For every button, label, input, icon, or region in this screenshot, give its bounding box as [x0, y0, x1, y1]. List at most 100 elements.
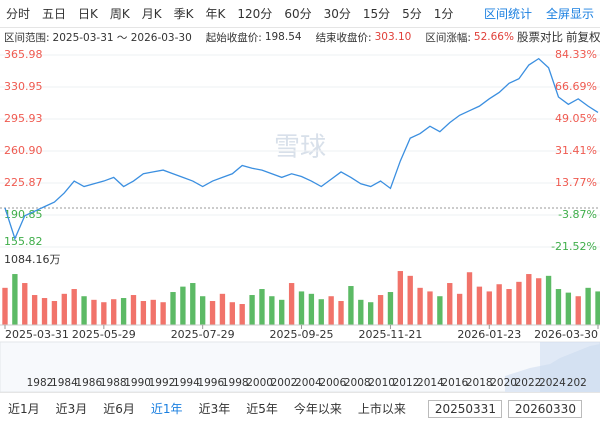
value: 52.66% — [473, 31, 514, 43]
navigator-year: 2008 — [344, 377, 371, 389]
period-button[interactable]: 今年以来 — [293, 402, 342, 416]
value: 198.54 — [264, 31, 302, 43]
volume-bar — [526, 274, 532, 325]
volume-bar — [12, 274, 18, 325]
x-tick-label: 2025-11-21 — [358, 328, 422, 341]
date-input[interactable]: 20250331 — [427, 399, 502, 418]
tab[interactable]: 5分 — [402, 7, 422, 21]
x-tick-label: 2025-05-29 — [72, 328, 136, 341]
tab[interactable]: 30分 — [323, 7, 351, 21]
y2-tick-label: 66.69% — [555, 80, 597, 93]
navigator — [0, 341, 600, 392]
volume-bar — [377, 295, 384, 325]
navigator-year: 1990 — [124, 377, 151, 389]
volume-bar — [120, 298, 127, 325]
period-button[interactable]: 近1月 — [8, 402, 40, 416]
volume-bar — [585, 287, 591, 325]
volume-bar — [190, 283, 196, 325]
watermark: 雪球 — [274, 133, 326, 163]
period-button[interactable]: 近5年 — [246, 402, 278, 416]
tab[interactable]: 120分 — [237, 7, 273, 21]
volume-bar — [51, 301, 58, 325]
navigator-year: 2002 — [271, 377, 298, 389]
volume-bar — [41, 298, 48, 325]
volume-bar — [575, 296, 581, 325]
navigator-year: 2020 — [490, 377, 517, 389]
volume-bar — [61, 293, 67, 325]
period-button[interactable]: 近1年 — [150, 402, 183, 416]
y2-tick-label: 13.77% — [555, 176, 597, 189]
period-button[interactable]: 近3月 — [55, 402, 88, 416]
price-line — [4, 57, 599, 241]
y2-tick-label: 49.05% — [555, 112, 597, 125]
label: 区间范围: — [4, 31, 50, 44]
adjust[interactable]: 前复权 — [565, 30, 600, 44]
volume-bar — [2, 287, 8, 325]
tab[interactable]: 日K — [78, 7, 98, 21]
navigator-year: 2014 — [417, 377, 444, 389]
tab-bar: 分时 五日 日K 周K 月K 季K 年K 120分 60分 30分 15分 5分 1分 区间统计 全屏显示 — [0, 0, 600, 28]
volume-bar — [318, 299, 324, 325]
x-tick-label: 2026-01-23 — [457, 328, 521, 341]
label: 结束收盘价: — [315, 31, 372, 44]
volume-bar — [447, 283, 453, 325]
tab[interactable]: 15分 — [362, 7, 391, 21]
tool-button[interactable]: 区间统计 — [483, 7, 532, 21]
volume-bar — [111, 299, 117, 325]
volume-bar — [407, 275, 413, 325]
volume-bar — [209, 301, 216, 325]
y-tick-label: 330.95 — [4, 80, 43, 93]
y-tick-label: 190.85 — [4, 208, 43, 221]
tab[interactable]: 五日 — [42, 7, 67, 21]
navigator-year: 1982 — [27, 377, 54, 389]
tab[interactable]: 季K — [173, 7, 194, 21]
navigator-year: 2024 — [539, 377, 566, 389]
volume-bar — [259, 289, 265, 325]
tab[interactable]: 周K — [109, 7, 130, 21]
volume-bar — [496, 284, 502, 325]
tab[interactable]: 月K — [141, 7, 162, 21]
y-tick-label: 365.98 — [4, 48, 43, 61]
y2-tick-label: -21.52% — [551, 240, 597, 253]
volume-bar — [279, 299, 285, 325]
volume-bar — [348, 286, 354, 325]
tab[interactable]: 60分 — [284, 7, 312, 21]
navigator-year: 1998 — [222, 377, 249, 389]
tab[interactable]: 1分 — [433, 7, 454, 21]
date-input[interactable]: 20260330 — [507, 399, 582, 418]
volume-bar — [466, 272, 473, 325]
navigator-year: 202 — [567, 377, 587, 389]
volume-tick-label: 1084.16万 — [4, 253, 61, 266]
navigator-year: 1986 — [75, 377, 102, 389]
navigator-year: 2006 — [319, 377, 346, 389]
volume-bar — [180, 286, 186, 325]
volume-bar — [338, 301, 344, 325]
compare[interactable]: 股票对比 — [516, 30, 563, 44]
tab[interactable]: 分时 — [6, 7, 31, 21]
tab[interactable]: 年K — [205, 7, 226, 21]
volume-bar — [387, 292, 394, 325]
period-button[interactable]: 近6月 — [103, 402, 135, 416]
volume-bar — [427, 291, 433, 325]
y-tick-label: 295.93 — [4, 112, 43, 125]
navigator-year: 1996 — [197, 377, 224, 389]
y-tick-label: 155.82 — [4, 235, 43, 248]
bottom-bar: 近1月 近3月 近6月 近1年 近3年 近5年 今年以来 上市以来 20250331 202603… — [0, 392, 600, 424]
volume-bar — [199, 296, 206, 325]
y-tick-label: 260.90 — [4, 144, 43, 157]
volume-bar — [417, 287, 423, 325]
value: 2025-03-31 ～ 2026-03-30 — [52, 31, 192, 44]
volume-bar — [101, 302, 107, 325]
volume-bar — [328, 296, 334, 325]
tool-button[interactable]: 全屏显示 — [545, 7, 594, 21]
info-row: 区间范围: 2025-03-31 ～ 2026-03-30 起始收盘价: 198… — [0, 28, 600, 46]
volume-bar — [516, 281, 522, 325]
volume-bar — [150, 299, 156, 325]
volume-bar — [358, 299, 364, 325]
navigator-window[interactable] — [540, 342, 600, 392]
x-tick-label: 2026-03-30 — [534, 328, 598, 341]
navigator-year: 2018 — [466, 377, 493, 389]
y2-tick-label: -3.87% — [558, 208, 597, 221]
period-button[interactable]: 上市以来 — [357, 402, 406, 416]
period-button[interactable]: 近3年 — [198, 402, 231, 416]
